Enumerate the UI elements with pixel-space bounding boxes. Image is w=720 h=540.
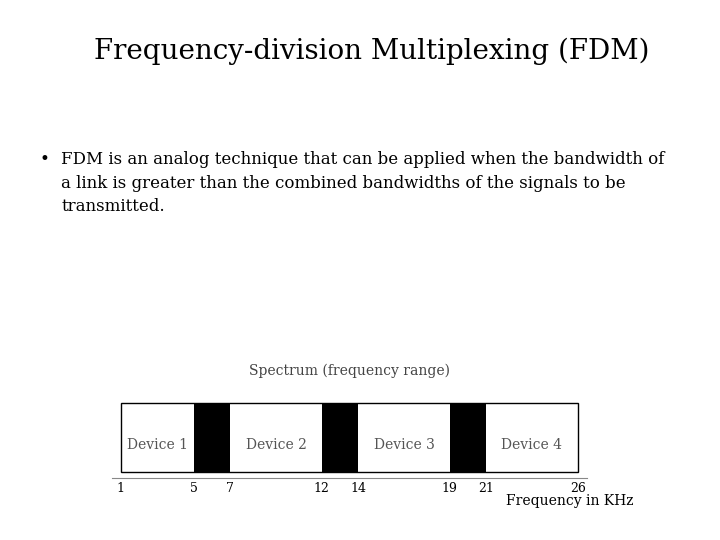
Bar [194,403,230,472]
Bar [230,403,322,472]
Text: Spectrum (frequency range): Spectrum (frequency range) [248,364,450,379]
Text: •: • [40,151,50,168]
Text: Frequency in KHz: Frequency in KHz [506,494,634,508]
Text: FDM is an analog technique that can be applied when the bandwidth of
a link is g: FDM is an analog technique that can be a… [61,151,665,215]
Bar [450,403,486,472]
Text: Device 1: Device 1 [127,437,188,451]
Bar [359,403,450,472]
Text: Frequency-division Multiplexing (FDM): Frequency-division Multiplexing (FDM) [94,38,649,65]
Text: Device 3: Device 3 [374,437,434,451]
Text: Device 4: Device 4 [501,437,562,451]
Bar [486,403,577,472]
Bar [121,403,577,472]
Text: Device 2: Device 2 [246,437,307,451]
Bar [121,403,194,472]
Bar [322,403,359,472]
